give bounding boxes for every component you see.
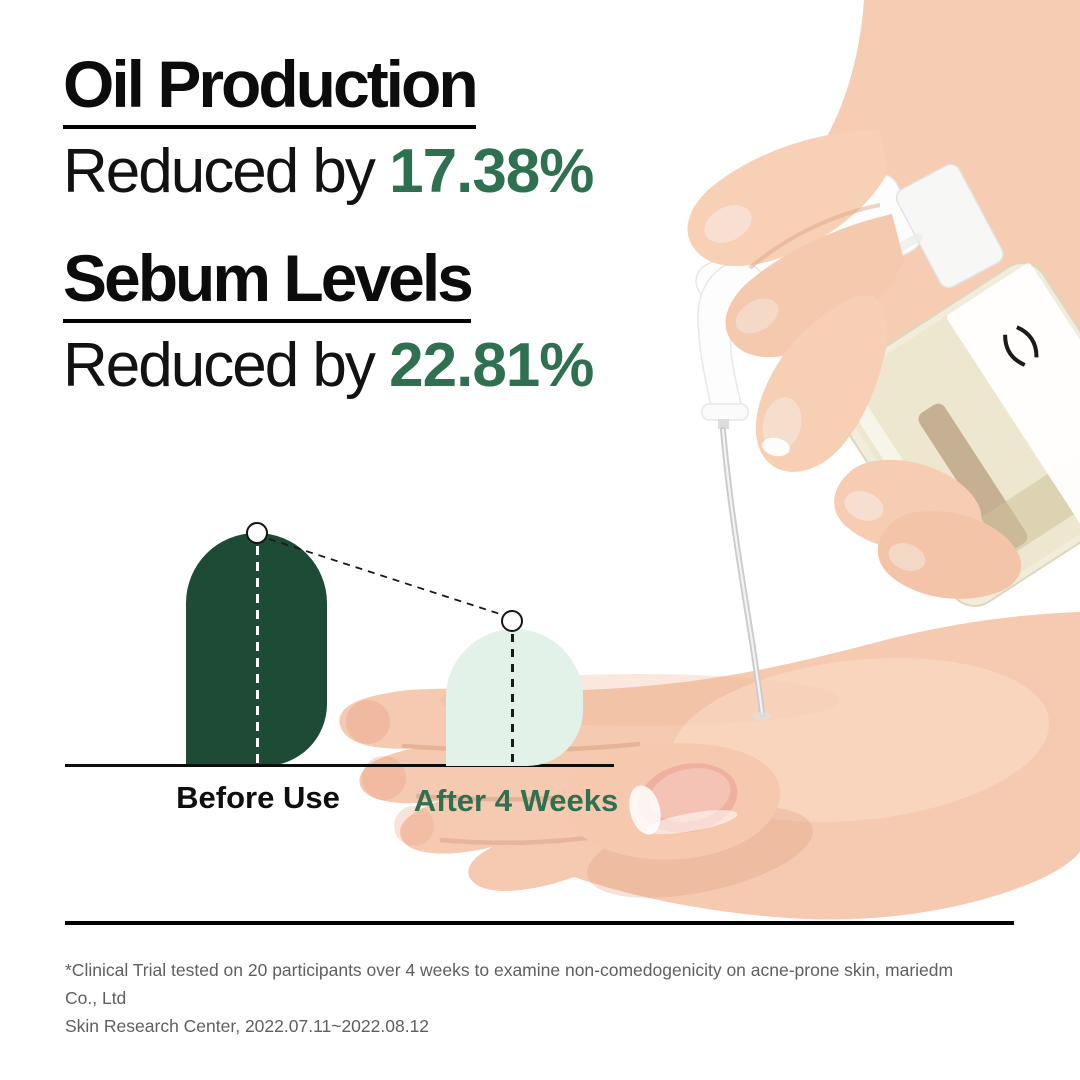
stat-line-sebum: Reduced by 22.81% [63, 330, 594, 400]
stream-landing-droplet [752, 712, 772, 720]
footer-divider-line [65, 921, 1014, 925]
thumb-nail-rim-highlight [646, 810, 738, 834]
category-label-before-use: Before Use [176, 780, 340, 815]
footnote-line-1: *Clinical Trial tested on 20 participant… [65, 960, 954, 1008]
bar-after-4-weeks [446, 629, 583, 766]
fingertip-tint-1 [346, 700, 390, 744]
top-thumb-nail-tip [762, 437, 790, 457]
stat-title-sebum: Sebum Levels [63, 244, 474, 323]
hand-holding-bottle [687, 0, 1080, 607]
top-thumb-nail [762, 397, 802, 451]
bottle-label [946, 263, 1080, 530]
marker-connector-dashed-line [268, 538, 504, 616]
stat-prefix-sebum: Reduced by [63, 330, 390, 400]
stat-prefix-oil: Reduced by [63, 136, 390, 206]
chart-baseline [65, 764, 614, 767]
index-finger-nail [704, 205, 752, 243]
fingertip-tint-2 [362, 756, 406, 800]
stat-line-oil: Reduced by 17.38% [63, 136, 594, 206]
fingertip-tint-3 [394, 806, 434, 846]
finger-gap-line-top [748, 203, 881, 270]
wrap-finger-1-nail [844, 491, 884, 521]
stat-value-oil: 17.38% [389, 136, 594, 206]
liquid-stream [720, 427, 772, 720]
clinical-footnote: *Clinical Trial tested on 20 participant… [65, 956, 985, 1040]
open-palm-hand [339, 612, 1080, 920]
wrap-finger-2 [877, 510, 1022, 599]
stat-value-sebum: 22.81% [389, 330, 594, 400]
nozzle-outlet [718, 419, 729, 429]
footnote-line-2: Skin Research Center, 2022.07.11~2022.08… [65, 1016, 430, 1036]
bar-before-center-dashed-line [256, 546, 259, 764]
bar-after-top-marker-circle [501, 610, 523, 632]
stat-title-oil: Oil Production [63, 50, 479, 129]
thumb-nail-french-tip [629, 785, 661, 835]
category-label-after-4-weeks: After 4 Weeks [413, 783, 619, 818]
middle-finger-nail [735, 298, 779, 334]
bar-before-top-marker-circle [246, 522, 268, 544]
headline-block: Oil Production Reduced by 17.38% Sebum L… [63, 50, 594, 439]
bar-after-center-dashed-line [511, 634, 514, 764]
thumb-nail-inner [649, 768, 731, 822]
wrap-finger-2-nail [888, 543, 926, 571]
bottle-label-glyph [1003, 325, 1039, 367]
